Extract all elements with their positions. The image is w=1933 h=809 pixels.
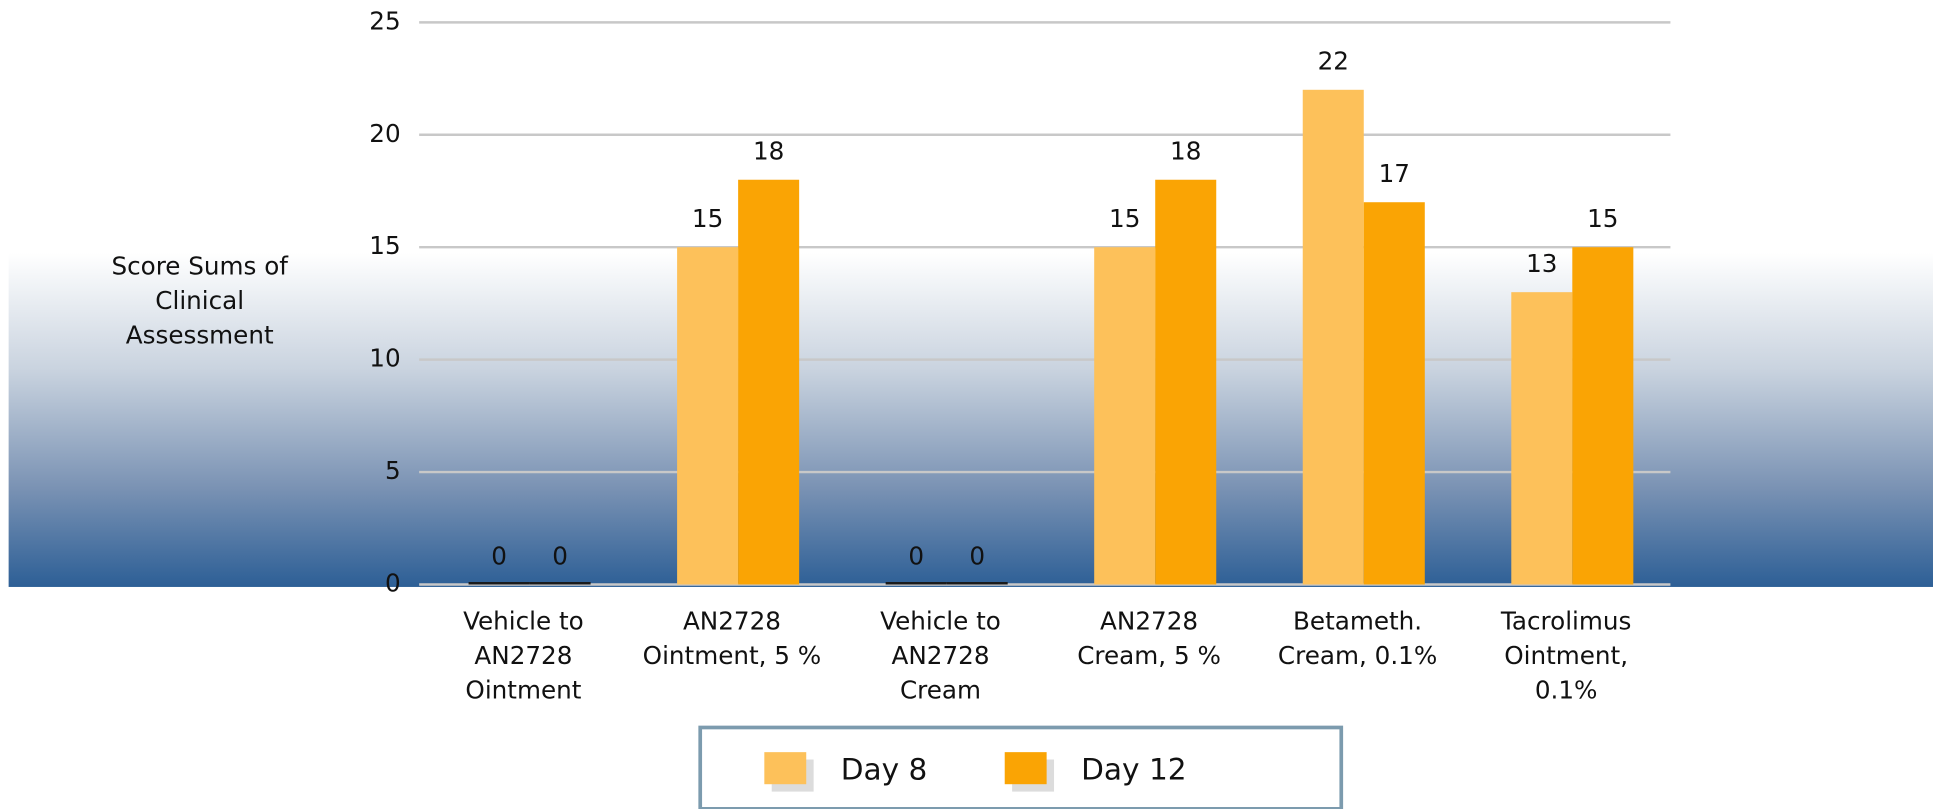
data-label: 0 (552, 541, 568, 570)
bar (529, 582, 591, 585)
y-tick-label: 25 (369, 6, 400, 35)
bar (1155, 179, 1217, 585)
legend-label: Day 12 (1081, 752, 1186, 786)
y-axis-label: Score Sums of Clinical Assessment (111, 252, 289, 350)
data-label: 0 (908, 541, 924, 570)
x-tick-label: Vehicle to AN2728 Cream (880, 607, 1001, 705)
x-tick-label: Betameth. Cream, 0.1% (1278, 607, 1437, 671)
x-tick-label: AN2728 Ointment, 5 % (643, 607, 822, 671)
data-label: 13 (1526, 249, 1557, 278)
bar (1363, 202, 1425, 585)
bar (468, 582, 530, 585)
data-label: 15 (1109, 204, 1140, 233)
bar (1094, 247, 1156, 585)
y-tick-label: 15 (369, 231, 400, 260)
data-label: 17 (1379, 159, 1410, 188)
data-label: 15 (1587, 204, 1618, 233)
bar (885, 582, 947, 585)
bar (1302, 89, 1364, 585)
background-band (8, 252, 1933, 587)
x-tick-label: Vehicle to AN2728 Ointment (463, 607, 584, 705)
y-tick-label: 20 (369, 119, 400, 148)
data-label: 0 (491, 541, 507, 570)
data-label: 0 (969, 541, 985, 570)
bar (1572, 247, 1634, 585)
legend-swatch (764, 752, 807, 785)
y-tick-label: 5 (385, 456, 401, 485)
x-tick-label: AN2728 Cream, 5 % (1077, 607, 1221, 671)
data-label: 22 (1318, 47, 1349, 76)
legend-swatch (1004, 752, 1047, 785)
data-label: 18 (753, 137, 784, 166)
bar (738, 179, 800, 585)
data-label: 15 (692, 204, 723, 233)
y-tick-label: 0 (385, 568, 401, 597)
bar (946, 582, 1008, 585)
legend-box (698, 725, 1344, 809)
bar (677, 247, 739, 585)
legend-label: Day 8 (841, 752, 928, 786)
y-tick-label: 10 (369, 344, 400, 373)
bar (1511, 292, 1573, 585)
x-tick-label: Tacrolimus Ointment, 0.1% (1500, 607, 1631, 705)
data-label: 18 (1170, 137, 1201, 166)
